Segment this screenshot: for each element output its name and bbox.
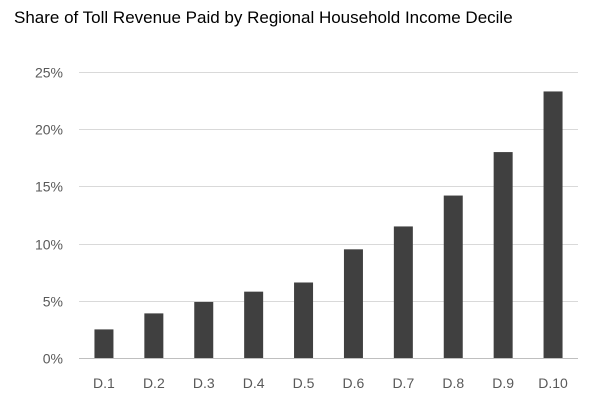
bar [393,226,413,358]
x-tick-label: D.8 [442,375,464,391]
x-tick-label: D.1 [93,375,115,391]
y-tick-label: 0% [43,351,63,367]
x-tick-label: D.3 [193,375,215,391]
y-tick-label: 5% [43,294,63,310]
y-tick-label: 15% [35,179,63,195]
x-tick-label: D.5 [293,375,315,391]
bar [144,313,164,358]
bars [94,91,563,358]
x-axis-ticks: D.1 D.2 D.3 D.4 D.5 D.6 D.7 D.8 D.9 D.10 [93,375,568,391]
x-tick-label: D.4 [243,375,265,391]
x-tick-label: D.9 [492,375,514,391]
bar [294,282,314,358]
y-tick-label: 25% [35,65,63,81]
y-tick-label: 20% [35,122,63,138]
bar [443,195,463,358]
chart-title: Share of Toll Revenue Paid by Regional H… [14,8,513,27]
y-tick-label: 10% [35,237,63,253]
bar [343,249,363,358]
x-tick-label: D.7 [392,375,414,391]
bar [194,301,214,358]
x-tick-label: D.10 [538,375,568,391]
bar [493,152,513,358]
y-axis-ticks: 0% 5% 10% 15% 20% 25% [35,65,63,367]
bar [94,329,114,358]
x-tick-label: D.6 [343,375,365,391]
x-tick-label: D.2 [143,375,165,391]
bar [244,291,264,358]
bar [543,91,563,358]
